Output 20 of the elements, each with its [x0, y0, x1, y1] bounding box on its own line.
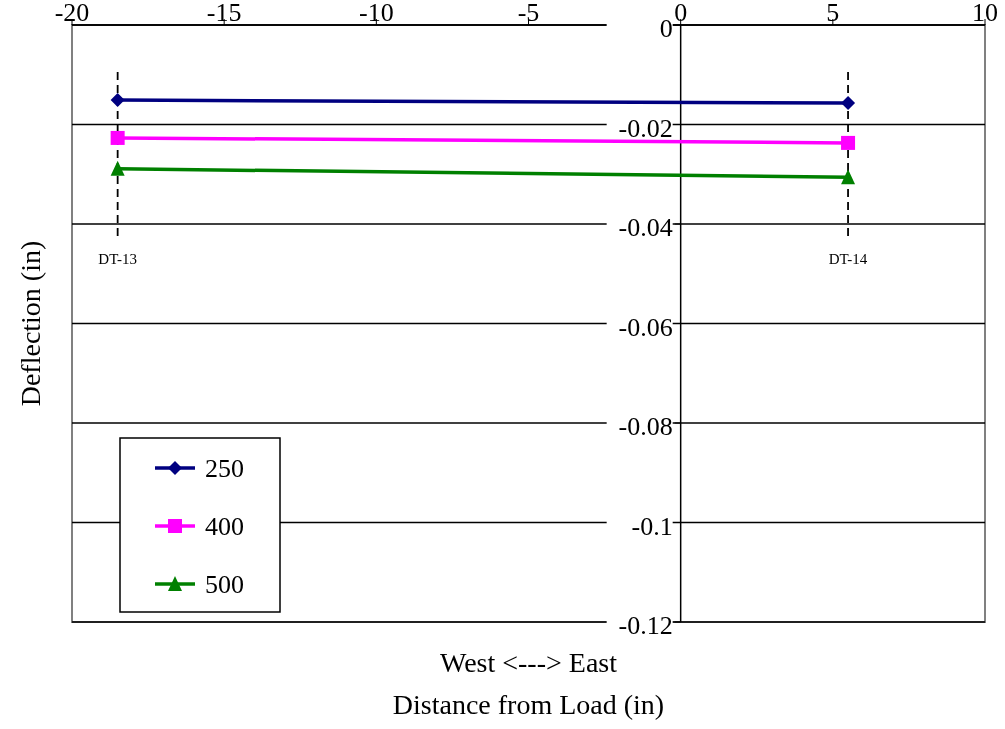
legend-label: 500: [205, 570, 244, 599]
y-tick-label: -0.12: [618, 611, 673, 640]
y-tick-label: -0.08: [618, 412, 673, 441]
ref-line-label: DT-14: [828, 250, 868, 267]
legend-label: 250: [205, 454, 244, 483]
y-tick-label: -0.06: [618, 312, 673, 342]
x-tick-label: 5: [826, 0, 840, 27]
x-tick-label: -20: [54, 0, 90, 27]
y-tick-label: -0.1: [631, 511, 673, 541]
y-axis-title: Deflection (in): [15, 240, 46, 407]
x-axis-title: Distance from Load (in): [392, 689, 665, 720]
y-tick-label: -0.04: [618, 213, 673, 242]
x-tick-label: -5: [517, 0, 540, 27]
y-tick-label: -0.02: [618, 113, 673, 143]
text: West <---> East: [439, 647, 618, 678]
x-tick-label: -15: [206, 0, 242, 27]
ref-line-label: DT-13: [98, 250, 137, 267]
x-tick-label: -10: [359, 0, 394, 27]
legend-label: 400: [205, 512, 244, 541]
x-tick-label: 10: [972, 0, 998, 27]
